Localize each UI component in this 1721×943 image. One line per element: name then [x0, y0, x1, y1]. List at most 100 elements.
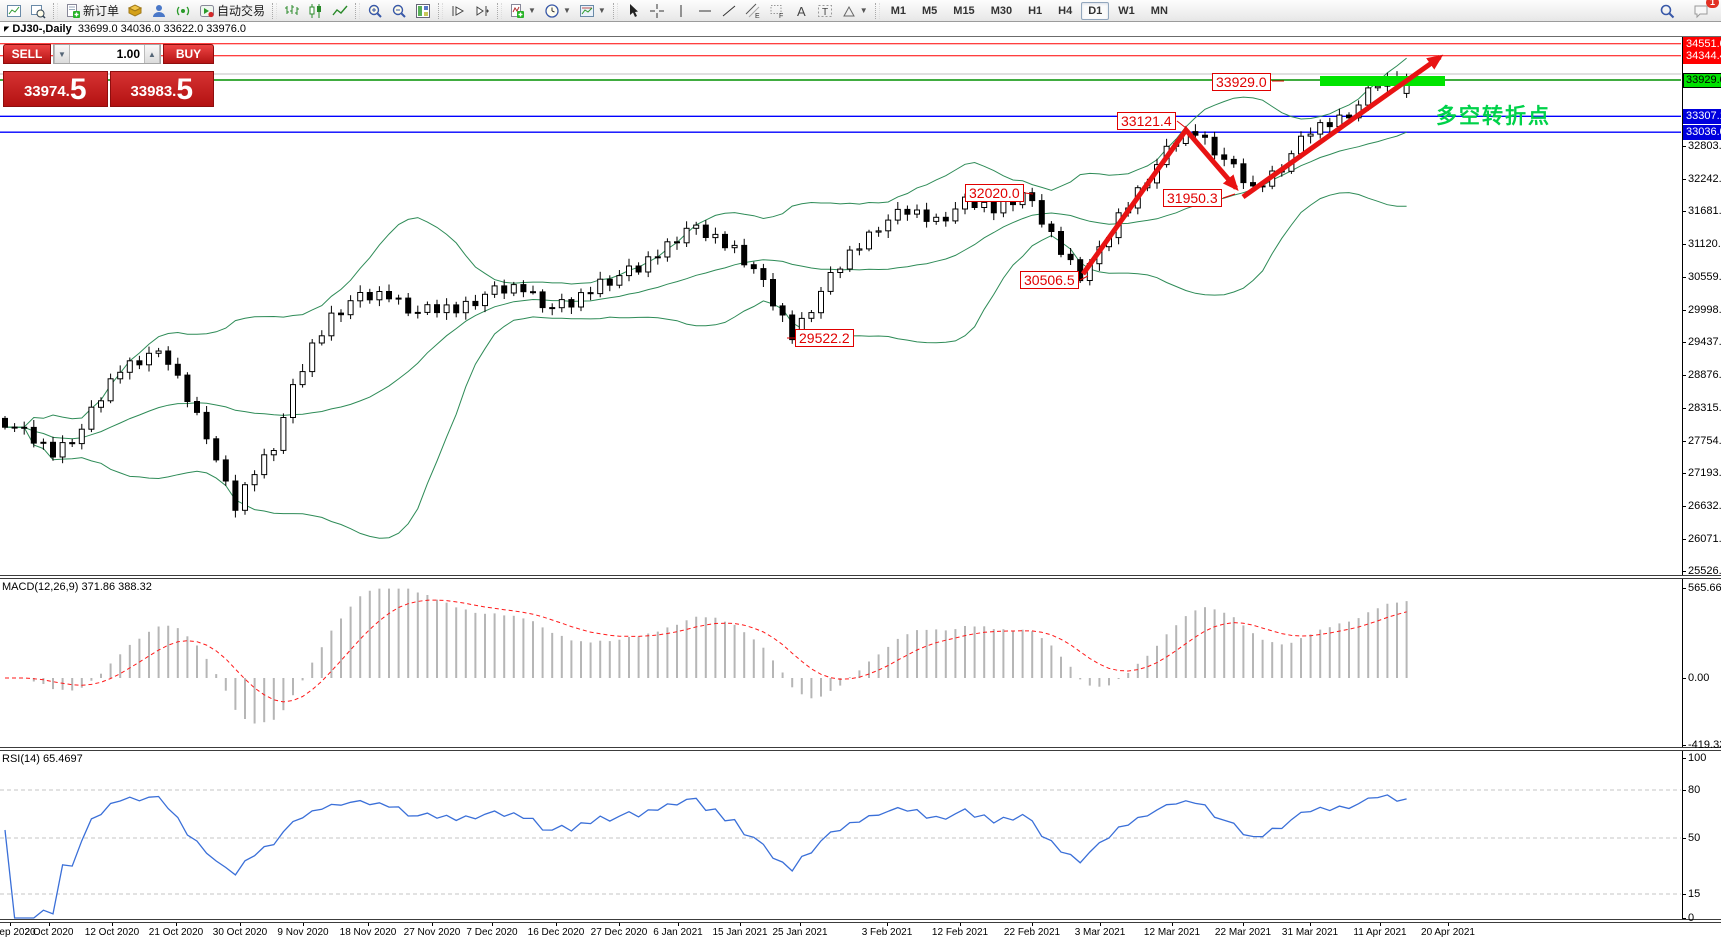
signals-icon[interactable] [171, 1, 195, 21]
search-icon[interactable] [1655, 1, 1679, 21]
rsi-indicator-panel[interactable] [0, 751, 1682, 924]
community-icon[interactable] [147, 1, 171, 21]
sell-price[interactable]: 33974. 5 [3, 71, 108, 107]
text-label-icon[interactable]: T [813, 1, 837, 21]
templates-icon[interactable]: ▼ [575, 1, 610, 21]
axis-tick [1682, 570, 1686, 572]
axis-tick [1100, 923, 1101, 926]
bollinger-middle-band [4, 131, 1407, 440]
volume-control: ▼ 1.00 ▲ [53, 44, 161, 64]
auto-trading-button[interactable]: 自动交易 [195, 1, 269, 21]
axis-tick [1682, 145, 1686, 147]
price-tick-label: -419.33 [1688, 738, 1721, 751]
price-tick-label: 31681.0 [1688, 205, 1721, 218]
history-center-icon[interactable] [123, 1, 147, 21]
timeframe-h1-button[interactable]: H1 [1021, 2, 1049, 20]
axis-tick [1682, 678, 1686, 679]
price-annotation[interactable]: 32020.0 [965, 184, 1024, 202]
date-tick-label: 3 Mar 2021 [1074, 927, 1126, 938]
bull-bear-turning-point-note[interactable]: 多空转折点 [1436, 105, 1551, 128]
main-price-chart[interactable] [0, 37, 1682, 580]
new-order-button[interactable]: 新订单 [61, 1, 123, 21]
vertical-line-icon[interactable] [669, 1, 693, 21]
shapes-icon[interactable]: ▼ [837, 1, 872, 21]
buy-price[interactable]: 33983. 5 [109, 71, 214, 107]
support-highlight-bar [1320, 76, 1445, 86]
date-tick-label: 7 Dec 2020 [466, 927, 518, 938]
price-annotation[interactable]: 29522.2 [795, 329, 854, 347]
axis-tick [1682, 178, 1686, 180]
tile-windows-icon[interactable] [411, 1, 435, 21]
timeframe-mn-button[interactable]: MN [1144, 2, 1175, 20]
axis-tick [556, 923, 557, 926]
buy-button[interactable]: BUY [163, 44, 214, 64]
axis-tick [1682, 473, 1686, 475]
zoom-in-icon[interactable] [363, 1, 387, 21]
new-chart-icon[interactable] [2, 1, 26, 21]
axis-tick [1682, 407, 1686, 409]
price-level-tag: 34551.0 [1683, 36, 1721, 52]
timeframe-h4-button[interactable]: H4 [1051, 2, 1079, 20]
svg-text:A: A [797, 4, 806, 19]
price-annotation[interactable]: 30506.5 [1020, 271, 1079, 289]
chart-shift-icon[interactable] [470, 1, 494, 21]
panel-separator[interactable] [0, 747, 1721, 751]
bar-chart-icon[interactable] [280, 1, 304, 21]
timeframe-m5-button[interactable]: M5 [915, 2, 944, 20]
axis-tick [432, 923, 433, 926]
crosshair-icon[interactable] [645, 1, 669, 21]
zoom-out-icon[interactable] [387, 1, 411, 21]
date-tick-label: 27 Nov 2020 [403, 927, 461, 938]
price-annotation[interactable]: 33929.0 [1212, 73, 1271, 91]
auto-scroll-icon[interactable] [446, 1, 470, 21]
text-icon[interactable]: A [789, 1, 813, 21]
axis-tick [960, 923, 961, 926]
toolbar-separator [355, 2, 361, 19]
one-click-trading-panel: SELL ▼ 1.00 ▲ BUY 33974. 5 33983. 5 [3, 44, 214, 107]
periods-icon[interactable]: ▼ [540, 1, 575, 21]
panel-separator[interactable] [0, 919, 1721, 923]
price-level-tag: 33307.1 [1683, 109, 1721, 125]
rsi-label: RSI(14) 65.4697 [2, 753, 83, 765]
price-level-tag: 33036.0 [1683, 125, 1721, 141]
timeframe-m15-button[interactable]: M15 [946, 2, 981, 20]
chat-icon[interactable]: 1 [1689, 0, 1719, 21]
sell-button[interactable]: SELL [3, 44, 51, 64]
price-tick-label: 28876.0 [1688, 369, 1721, 382]
indicators-list-icon[interactable]: ▼ [505, 1, 540, 21]
date-tick-label: 31 Mar 2021 [1281, 927, 1339, 938]
date-tick-label: 30 Oct 2020 [212, 927, 268, 938]
horizontal-line-icon[interactable] [693, 1, 717, 21]
macd-signal-line [5, 599, 1407, 703]
candlestick-chart-icon[interactable] [304, 1, 328, 21]
price-annotation[interactable]: 33121.4 [1117, 112, 1176, 130]
fibonacci-retracement-icon[interactable]: E [741, 1, 765, 21]
volume-decrease-button[interactable]: ▼ [54, 45, 70, 63]
timeframe-m1-button[interactable]: M1 [884, 2, 913, 20]
volume-input[interactable]: 1.00 [70, 45, 144, 63]
axis-tick [1682, 375, 1686, 377]
price-tick-label: 27754.0 [1688, 434, 1721, 447]
volume-increase-button[interactable]: ▲ [144, 45, 160, 63]
axis-tick [1682, 790, 1686, 791]
chart-frame-top [0, 36, 1721, 37]
price-tick-label: 15 [1688, 888, 1701, 900]
timeframe-d1-button[interactable]: D1 [1081, 1, 1110, 20]
panel-separator[interactable] [0, 575, 1721, 579]
price-tick-label: 25526.5 [1688, 564, 1721, 577]
fibonacci-expansion-icon[interactable]: F [765, 1, 789, 21]
date-tick-label: 12 Feb 2021 [931, 927, 989, 938]
line-chart-icon[interactable] [328, 1, 352, 21]
chart-profiles-icon[interactable] [26, 1, 50, 21]
timeframe-w1-button[interactable]: W1 [1111, 2, 1142, 20]
price-tick-label: 80 [1688, 784, 1701, 796]
timeframe-m30-button[interactable]: M30 [984, 2, 1019, 20]
cursor-icon[interactable] [621, 1, 645, 21]
axis-tick [112, 923, 113, 926]
rsi-line [4, 794, 1407, 919]
macd-indicator-panel[interactable] [0, 579, 1682, 752]
price-annotation[interactable]: 31950.3 [1163, 189, 1222, 207]
trendline-icon[interactable] [717, 1, 741, 21]
